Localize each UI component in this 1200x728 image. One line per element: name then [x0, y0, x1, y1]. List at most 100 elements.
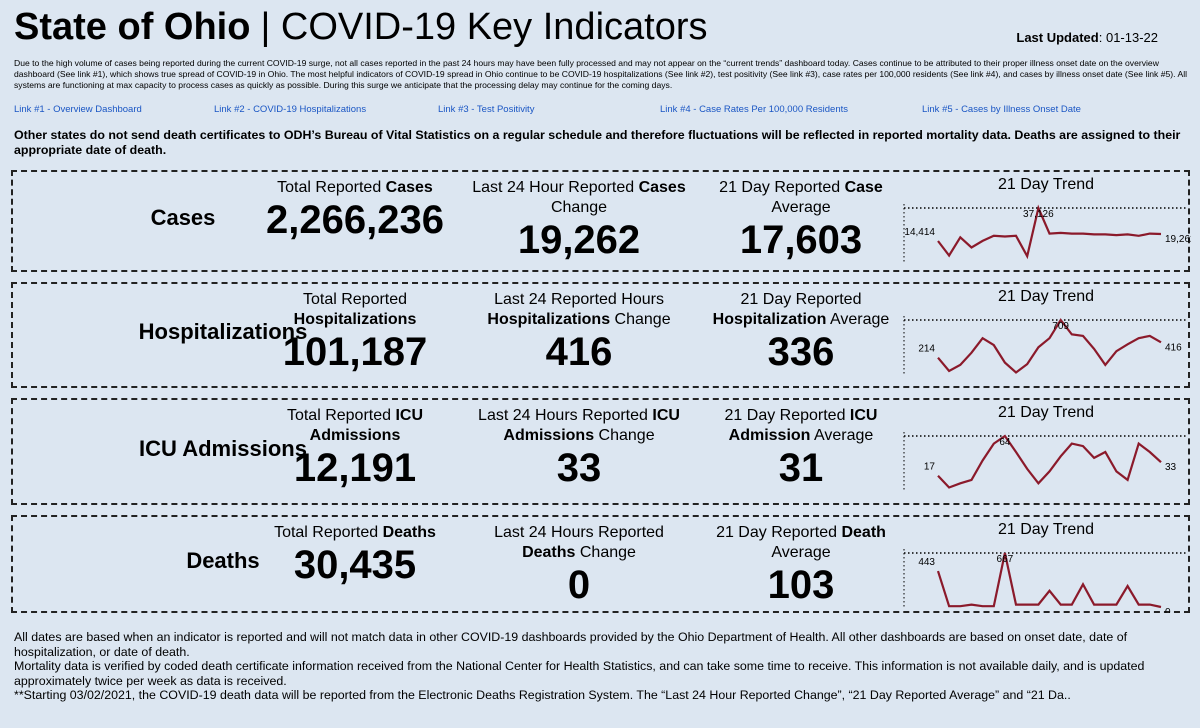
footer-text: Mortality data is verified by coded deat… — [14, 659, 1145, 688]
metric-title: 21 Day Reported Death Average — [691, 523, 911, 563]
metric: Total Reported Hospitalizations 101,187 — [245, 290, 465, 374]
metric: Last 24 Hour Reported Cases Change 19,262 — [469, 178, 689, 262]
metric-value: 33 — [556, 446, 602, 490]
title-part: ICU Admissions — [503, 407, 680, 444]
section: Deaths Total Reported Deaths 30,435 Last 24… — [11, 515, 1190, 618]
link[interactable]: Link #4 - Case Rates Per 100,000 Residen… — [660, 104, 848, 115]
title-part: 21 Day Reported — [719, 179, 845, 196]
trend: 21 Day Trend 214 709 416 — [901, 288, 1191, 385]
trend-line — [937, 318, 1162, 374]
metric-value: 103 — [767, 563, 835, 607]
title-part: Change — [594, 427, 655, 444]
metric: Total Reported Cases 2,266,236 — [245, 178, 465, 242]
metric-value: 19,262 — [517, 218, 641, 262]
data-label: 14,414 — [904, 227, 935, 238]
links: Link #1 - Overview Dashboard Link #2 - CO… — [14, 104, 1190, 118]
metric-value: 101,187 — [282, 330, 428, 374]
data-label: 416 — [1165, 342, 1182, 353]
data-label: 667 — [997, 554, 1014, 565]
metric-title: Last 24 Hours Reported ICU Admissions Ch… — [469, 406, 689, 446]
metric-value: 416 — [545, 330, 613, 374]
metric-title: Total Reported Hospitalizations — [245, 290, 465, 330]
data-label: 443 — [918, 557, 935, 568]
title-part: Deaths — [382, 524, 436, 541]
data-label: 37,126 — [1023, 209, 1054, 220]
data-label: 0 — [1165, 607, 1171, 613]
trend-title: 21 Day Trend — [997, 176, 1095, 193]
title-rest: | COVID-19 Key Indicators — [260, 6, 708, 48]
data-label: 17 — [924, 462, 936, 473]
notice: Other states do not send death certifica… — [14, 128, 1181, 157]
footer: All dates are based when an indicator is… — [14, 630, 1190, 703]
metric: 21 Day Reported Case Average 17,603 — [691, 178, 911, 262]
trend: 21 Day Trend 14,414 37,126 19,262 — [901, 176, 1196, 273]
metric-title: 21 Day Reported Case Average — [691, 178, 911, 218]
title-part: Hospitalizations — [293, 311, 417, 328]
section-label: Hospitalizations — [138, 319, 308, 344]
updated-value: : 01-13-22 — [1098, 30, 1158, 45]
trend-title: 21 Day Trend — [997, 288, 1095, 305]
link[interactable]: Link #1 - Overview Dashboard — [14, 104, 142, 115]
title-part: Total Reported — [274, 524, 383, 541]
title-part: Total Reported — [302, 291, 408, 308]
sparkline: 214 709 416 — [903, 316, 1186, 376]
footer-text: **Starting 03/02/2021, the COVID-19 deat… — [14, 688, 1071, 702]
trend: 21 Day Trend 17 64 33 — [901, 404, 1191, 501]
metric: Last 24 Hours Reported ICU Admissions Ch… — [469, 406, 689, 490]
link[interactable]: Link #5 - Cases by Illness Onset Date — [922, 104, 1081, 115]
title-part: Last 24 Reported Hours — [494, 291, 664, 308]
metric: Last 24 Reported Hours Hospitalizations … — [469, 290, 689, 374]
section: Hospitalizations Total Reported Hospitali… — [11, 282, 1190, 388]
metric-value: 2,266,236 — [266, 198, 444, 242]
data-label: 64 — [999, 437, 1011, 448]
link[interactable]: Link #3 - Test Positivity — [438, 104, 535, 115]
last-updated: Last Updated: 01-13-22 — [1016, 30, 1158, 45]
metric-value: 30,435 — [293, 543, 417, 587]
updated-label: Last Updated — [1016, 30, 1099, 45]
metric-title: Last 24 Hour Reported Cases Change — [469, 178, 689, 218]
section-label: Cases — [150, 205, 216, 230]
trend-title: 21 Day Trend — [997, 521, 1095, 538]
title-part: Change — [550, 199, 608, 216]
metric: Last 24 Hours Reported Deaths Change 0 — [469, 523, 689, 607]
link[interactable]: Link #2 - COVID-19 Hospitalizations — [214, 104, 367, 115]
title-part: Death — [841, 524, 886, 541]
title-part: Last 24 Hours Reported — [494, 524, 664, 541]
title-part: ICU Admissions — [309, 407, 424, 444]
title-part: ICU Admission — [728, 407, 878, 444]
intro-text: Due to the high volume of cases being re… — [14, 58, 1188, 90]
section-label: ICU Admissions — [139, 435, 307, 461]
title-part: Average — [810, 427, 874, 444]
title-part: Average — [826, 311, 890, 328]
metric-title: Last 24 Hours Reported Deaths Change — [469, 523, 689, 563]
title-part: Last 24 Hour Reported — [472, 179, 639, 196]
trend-line — [937, 204, 1162, 260]
metric-title: Last 24 Reported Hours Hospitalizations … — [469, 290, 689, 330]
metric: Total Reported Deaths 30,435 — [245, 523, 465, 587]
title-part: Change — [610, 311, 671, 328]
metric: 21 Day Reported ICU Admission Average 31 — [691, 406, 911, 490]
page-title: State of Ohio | COVID-19 Key Indicators — [14, 6, 708, 49]
title-part: Total Reported — [277, 179, 386, 196]
title-part: Deaths — [522, 544, 576, 561]
section-label: Deaths — [186, 548, 260, 573]
metric: Total Reported ICU Admissions 12,191 — [245, 406, 465, 490]
data-label: 19,262 — [1165, 234, 1191, 245]
trend-title: 21 Day Trend — [997, 404, 1095, 421]
title-part: Total Reported — [286, 407, 396, 424]
metric: 21 Day Reported Death Average 103 — [691, 523, 911, 607]
title-part: Change — [575, 544, 636, 561]
data-label: 709 — [1052, 321, 1069, 332]
sparkline: 14,414 37,126 19,262 — [903, 204, 1196, 264]
data-label: 33 — [1165, 462, 1177, 473]
title-part: Cases — [638, 179, 686, 196]
trend-line — [937, 434, 1162, 489]
metric-value: 0 — [567, 563, 591, 607]
footer-text: All dates are based when an indicator is… — [14, 630, 1128, 659]
sparkline: 17 64 33 — [903, 432, 1186, 492]
title-part: Last 24 Hours Reported — [478, 407, 653, 424]
metric-title: 21 Day Reported Hospitalization Average — [691, 290, 911, 330]
title-part: 21 Day Reported — [724, 407, 850, 424]
title-part: Case — [844, 179, 883, 196]
